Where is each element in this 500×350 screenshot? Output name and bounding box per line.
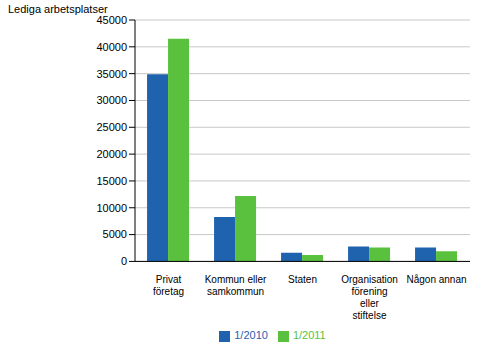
svg-text:Privatföretag: Privatföretag [153,274,184,297]
html-text:1/2011: 1/2011 [292,329,326,342]
svg-text:30000: 30000 [96,94,127,106]
svg-text:10000: 10000 [96,202,127,214]
svg-text:35000: 35000 [96,68,127,80]
svg-text:45000: 45000 [96,14,127,26]
svg-text:25000: 25000 [96,121,127,133]
svg-text:Kommun ellersamkommun: Kommun ellersamkommun [205,274,267,297]
svg-text:5000: 5000 [103,228,127,240]
html-text:1/2010: 1/2010 [234,329,268,342]
html-text:Lediga arbetsplatser: Lediga arbetsplatser [8,3,108,15]
svg-text:Organisationföreningellerstift: Organisationföreningellerstiftelse [341,274,398,321]
svg-text:15000: 15000 [96,175,127,187]
svg-text:Staten: Staten [288,274,317,285]
svg-text:Någon annan: Någon annan [406,274,466,285]
svg-text:0: 0 [121,255,127,267]
svg-text:20000: 20000 [96,148,127,160]
svg-text:40000: 40000 [96,41,127,53]
